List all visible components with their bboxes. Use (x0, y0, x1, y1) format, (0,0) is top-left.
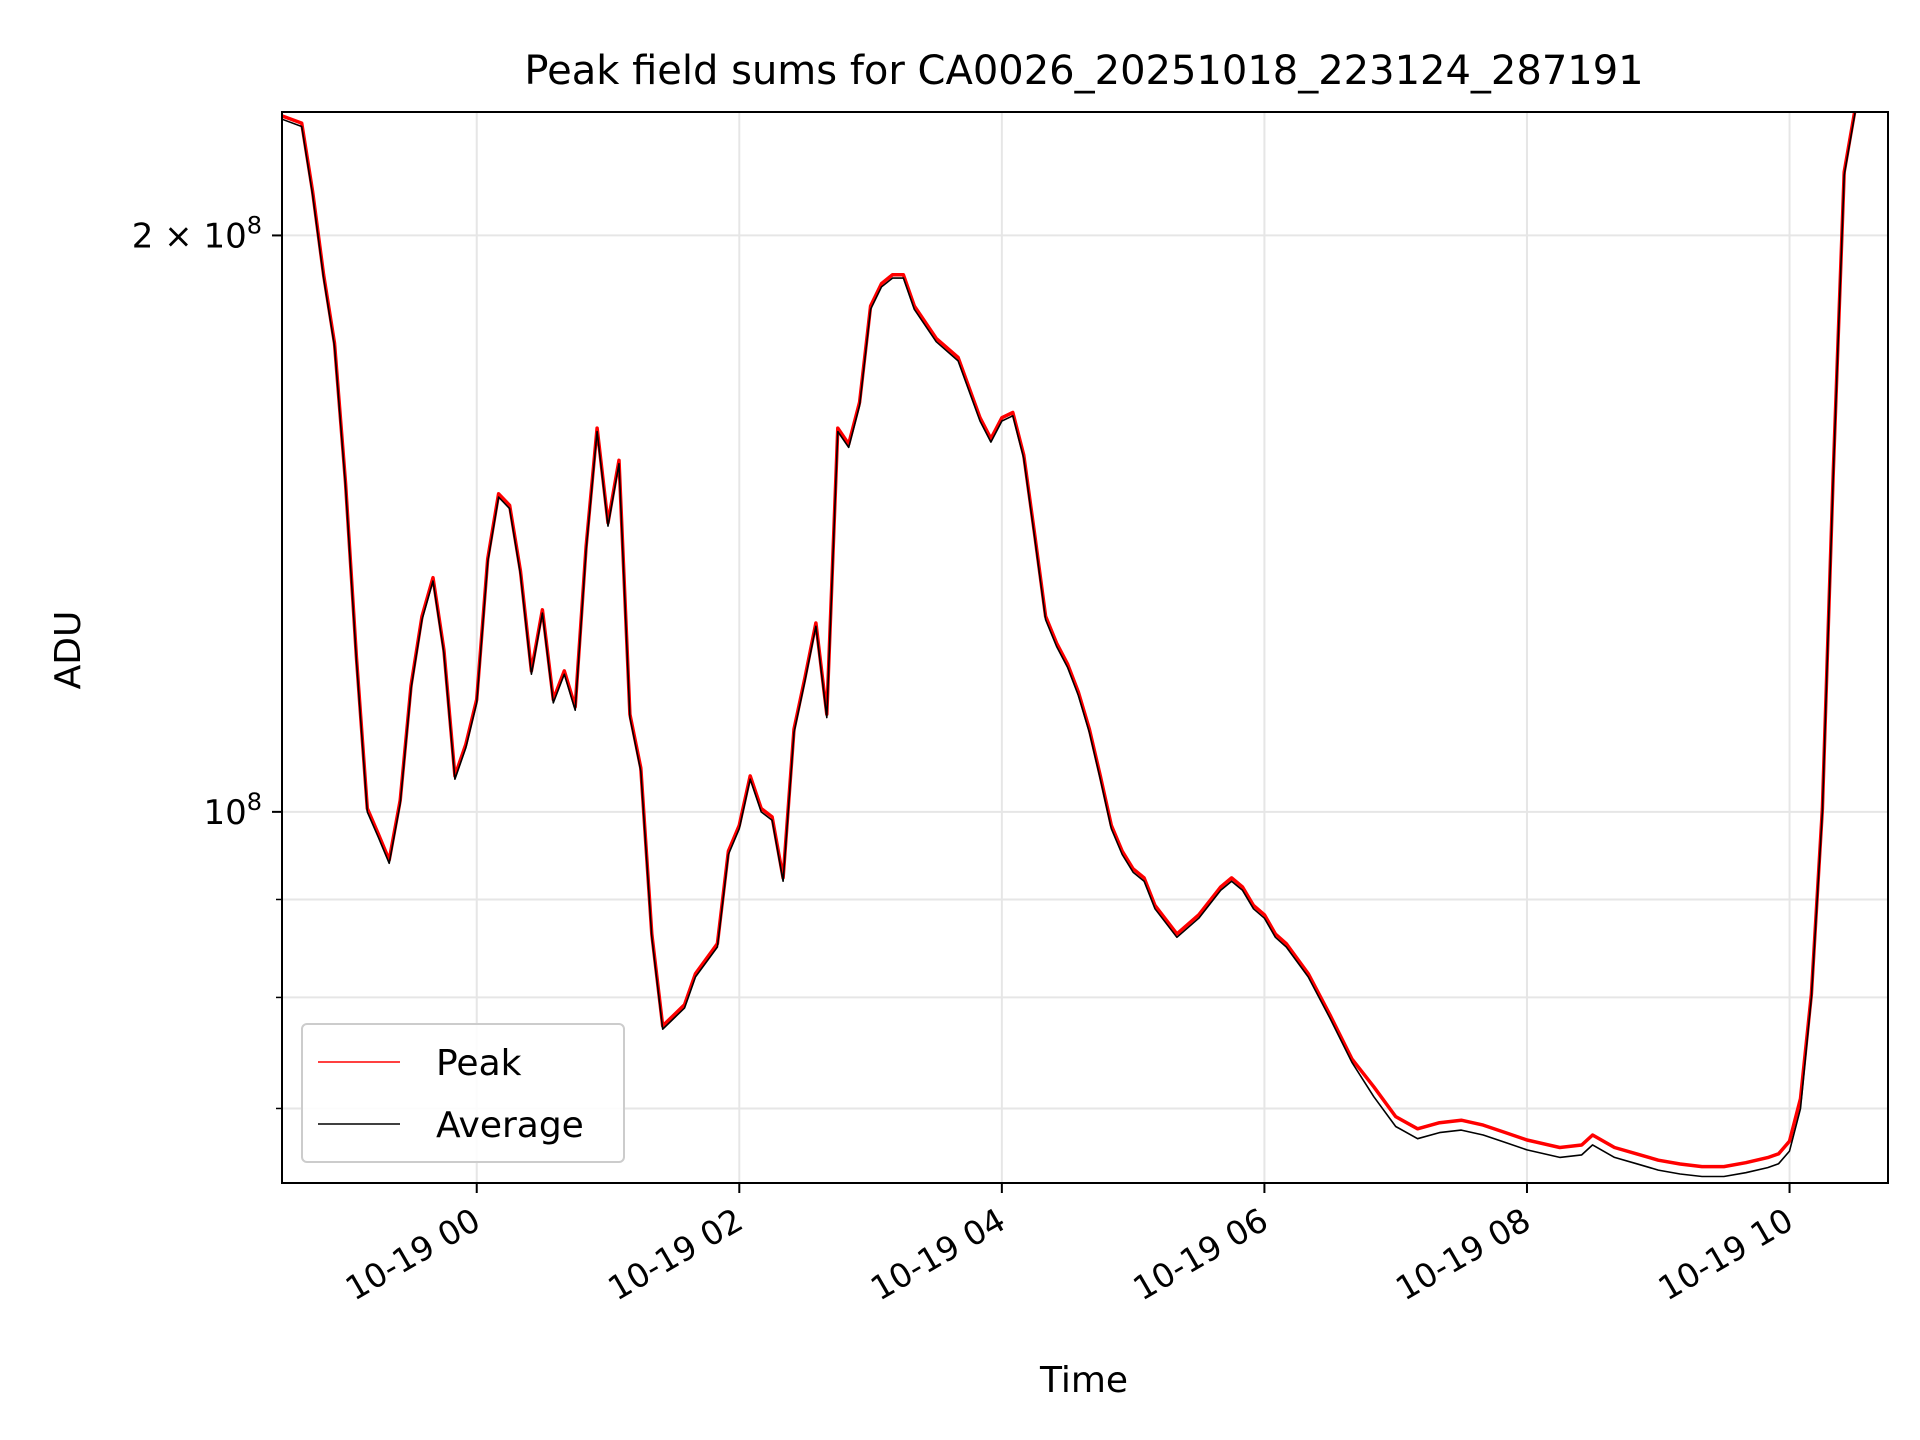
series-peak-line (282, 112, 1857, 1169)
x-axis-label: Time (1039, 1360, 1128, 1401)
axes-frame (281, 111, 1889, 1184)
series-layer (282, 112, 1867, 1178)
chart-title: Peak field sums for CA0026_20251018_2231… (524, 48, 1643, 94)
y-tick-label: 2 × 108 (132, 211, 262, 256)
legend-peak-label: Peak (436, 1043, 522, 1084)
series-average-line (282, 112, 1867, 1178)
y-tick-label: 108 (203, 788, 262, 833)
y-axis: 108 2 × 108 (132, 211, 282, 1110)
legend-average-label: Average (436, 1105, 584, 1146)
legend-frame (301, 1023, 625, 1163)
y-axis-label: ADU (48, 611, 89, 690)
legend: Peak Average (301, 1023, 625, 1163)
